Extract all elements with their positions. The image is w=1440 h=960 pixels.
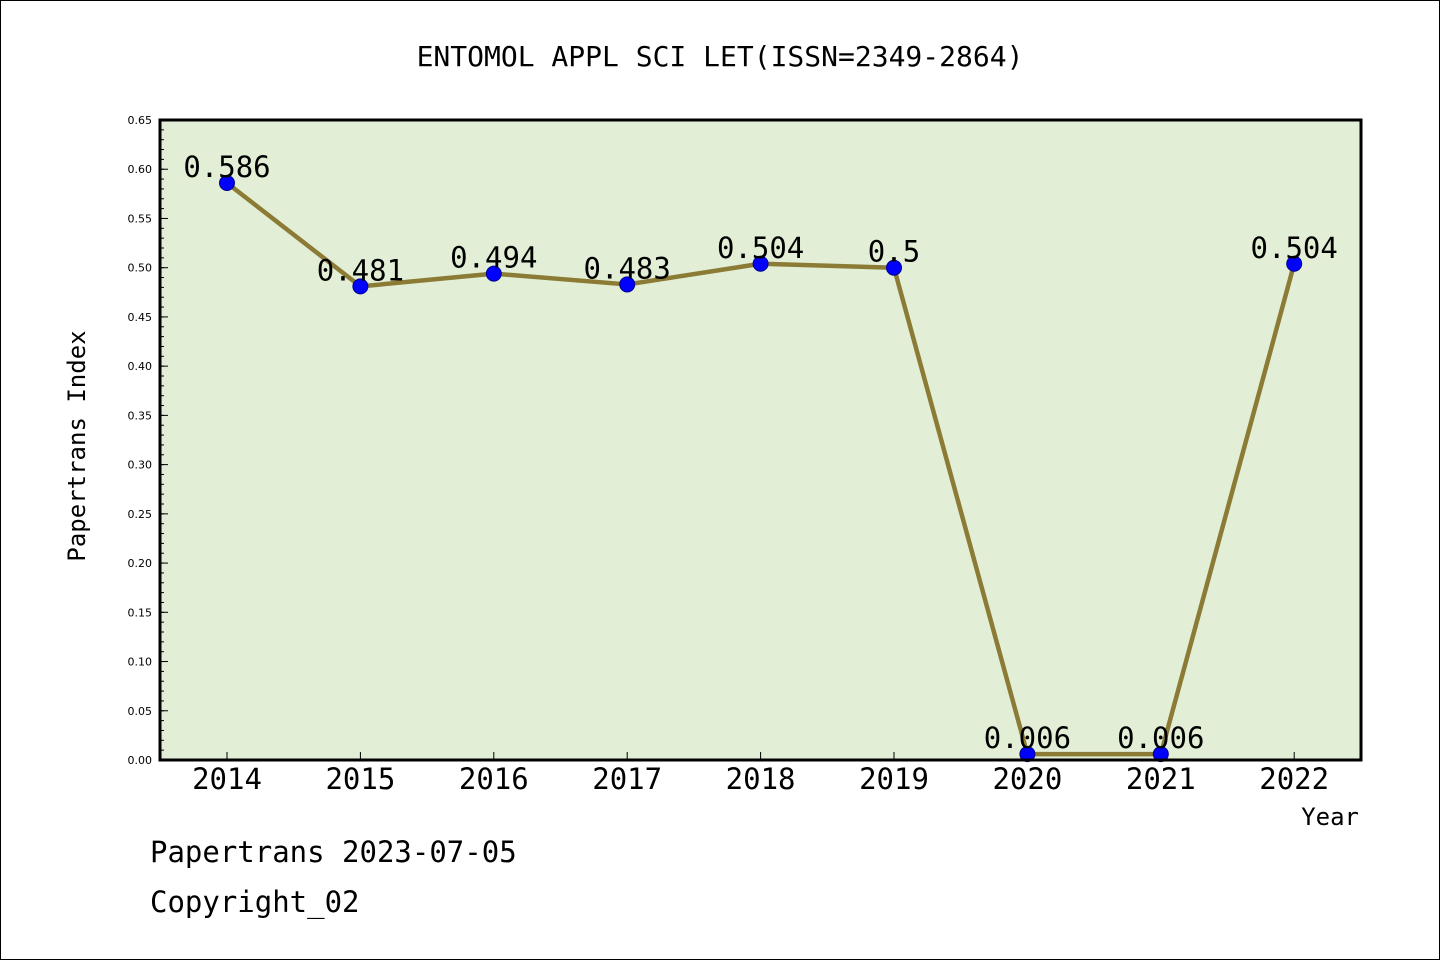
- y-axis-label: Papertrans Index: [63, 330, 91, 561]
- x-axis-label: Year: [1301, 803, 1359, 831]
- x-tick-label: 2022: [1259, 762, 1329, 796]
- data-point: [485, 265, 502, 282]
- y-tick-label: 0.60: [128, 163, 153, 176]
- x-tick-label: 2019: [859, 762, 929, 796]
- data-points: [219, 175, 1303, 763]
- y-tick-label: 0.25: [128, 508, 153, 521]
- data-label: 0.504: [1251, 231, 1338, 265]
- x-tick-label: 2021: [1126, 762, 1196, 796]
- data-label: 0.504: [717, 231, 804, 265]
- data-point: [752, 255, 769, 272]
- chart-title: ENTOMOL APPL SCI LET(ISSN=2349-2864): [417, 40, 1024, 73]
- x-axis-ticks: 2014 2015 2016 2017 2018 2019 2020 2021 2022: [192, 752, 1329, 796]
- x-tick-label: 2018: [726, 762, 796, 796]
- y-tick-label: 0.15: [128, 606, 153, 619]
- x-tick-label: 2014: [192, 762, 262, 796]
- y-tick-label: 0.40: [128, 360, 153, 373]
- data-label: 0.481: [317, 253, 404, 287]
- data-label: 0.483: [584, 251, 671, 285]
- y-tick-label: 0.50: [128, 262, 153, 275]
- data-point: [886, 259, 902, 276]
- x-tick-label: 2015: [325, 762, 395, 796]
- plot-area: [160, 120, 1361, 760]
- y-axis-ticks: 0.00 0.05 0.10 0.15 0.20 0.25 0.30 0.35 0.40 0.45…: [128, 114, 168, 767]
- y-tick-label: 0.20: [128, 557, 153, 570]
- data-point: [352, 278, 369, 295]
- data-point: [1286, 255, 1303, 272]
- data-label: 0.006: [984, 721, 1071, 755]
- x-tick-label: 2020: [992, 762, 1062, 796]
- y-tick-label: 0.65: [128, 114, 153, 127]
- plot-border: [158, 118, 1363, 762]
- y-tick-label: 0.00: [128, 754, 153, 767]
- y-tick-label: 0.05: [128, 705, 153, 718]
- data-labels: 0.586 0.481 0.494 0.483 0.504 0.5 0.006 0.006 0.…: [183, 150, 1338, 755]
- x-tick-label: 2017: [592, 762, 662, 796]
- y-tick-label: 0.55: [128, 212, 153, 225]
- data-point: [619, 276, 636, 293]
- data-label: 0.006: [1117, 721, 1204, 755]
- data-label: 0.5: [868, 235, 920, 269]
- y-tick-label: 0.35: [128, 409, 153, 422]
- footer-copyright: Copyright_02: [150, 885, 360, 919]
- footer-date-line: Papertrans 2023-07-05: [150, 835, 517, 869]
- data-point: [219, 175, 235, 192]
- y-tick-label: 0.30: [128, 459, 153, 472]
- data-label: 0.586: [183, 150, 270, 184]
- y-tick-label: 0.10: [128, 656, 153, 669]
- data-point: [1019, 746, 1036, 763]
- y-tick-label: 0.45: [128, 311, 153, 324]
- data-label: 0.494: [450, 241, 537, 275]
- x-tick-label: 2016: [459, 762, 529, 796]
- data-point: [1152, 746, 1169, 763]
